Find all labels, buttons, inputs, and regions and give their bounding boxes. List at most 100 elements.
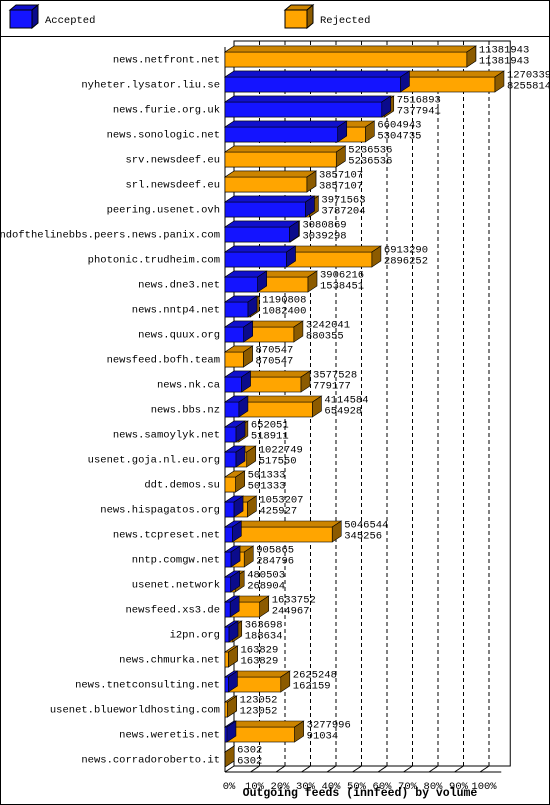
bar: [224, 676, 229, 693]
y-tick-label: newsfeed.xs3.de: [125, 604, 220, 616]
value-label: 652051: [251, 419, 289, 431]
value-label: 6604943: [377, 119, 421, 131]
value-label: 268904: [247, 580, 285, 592]
legend-swatch-side: [31, 3, 39, 30]
bar: [224, 76, 401, 93]
y-tick-label: news.tcpreset.net: [113, 529, 220, 541]
legend-swatch: [9, 9, 33, 29]
tick-mark: [479, 765, 490, 773]
bar-side: [294, 720, 304, 743]
value-label: 501333: [248, 480, 286, 492]
bar-side: [230, 570, 241, 593]
value-label: 7377941: [397, 105, 441, 117]
value-label: 6302: [237, 755, 262, 767]
bar-side: [371, 245, 382, 268]
bar-top: [224, 145, 347, 153]
bar: [224, 626, 230, 643]
y-tick-label: news.chmurka.net: [119, 654, 220, 666]
value-label: 3242041: [306, 319, 350, 331]
bar-top: [224, 45, 477, 53]
x-tick-label: 10%: [245, 781, 265, 793]
bar-side: [241, 370, 251, 393]
value-label: 880355: [306, 330, 344, 342]
bar-side: [259, 595, 270, 618]
bar: [224, 551, 232, 568]
bar-side: [381, 95, 392, 118]
bar-side: [235, 420, 246, 443]
bar-side: [235, 445, 246, 468]
value-label: 11381943: [479, 55, 529, 67]
y-tick-label: news.quux.org: [138, 329, 220, 341]
value-label: 3577528: [313, 369, 357, 381]
bar-side: [228, 645, 238, 668]
bar-side: [228, 670, 238, 693]
value-label: 2625248: [293, 669, 337, 681]
value-label: 91034: [307, 730, 339, 742]
bar-side: [289, 220, 299, 243]
bar-side: [312, 395, 322, 418]
value-label: 3857107: [319, 180, 363, 192]
x-tick-label: 40%: [322, 781, 342, 793]
value-label: 1053207: [259, 494, 303, 506]
value-label: 3906216: [320, 269, 364, 281]
y-tick-label: news.tnetconsulting.net: [75, 679, 220, 691]
bar-side: [227, 695, 237, 718]
value-label: 654928: [324, 405, 362, 417]
y-tick-label: photonic.trudheim.com: [88, 254, 220, 266]
value-label: 1022749: [259, 444, 303, 456]
bar-side: [233, 495, 244, 518]
x-tick-label: 80%: [424, 781, 444, 793]
bar: [224, 501, 235, 518]
bar-side: [243, 545, 254, 568]
bar-side: [238, 395, 249, 418]
value-label: 12703390: [507, 69, 550, 81]
y-tick-label: news.furie.org.uk: [113, 104, 220, 116]
bar-side: [229, 595, 240, 618]
value-label: 6913290: [384, 244, 428, 256]
x-tick-label: 50%: [347, 781, 367, 793]
value-label: 11381943: [479, 44, 529, 56]
bar-top: [224, 70, 411, 78]
y-tick-label: news.bbs.nz: [151, 404, 220, 416]
bar: [224, 226, 290, 243]
bar-side: [280, 670, 291, 693]
y-tick-label: news.weretis.net: [119, 729, 220, 741]
legend-swatch: [284, 9, 308, 29]
y-tick-label: usenet.network: [132, 579, 220, 591]
bar: [224, 351, 244, 368]
x-tick-label: 60%: [373, 781, 393, 793]
value-label: 123052: [240, 694, 278, 706]
value-label: 1633752: [272, 594, 316, 606]
bar: [224, 301, 249, 318]
y-tick-label: usenet.goja.nl.eu.org: [88, 454, 220, 466]
value-label: 4114584: [324, 394, 368, 406]
value-label: 517550: [259, 455, 297, 467]
value-label: 480503: [247, 569, 285, 581]
y-tick-label: news.nntp4.net: [132, 304, 220, 316]
value-label: 163829: [240, 655, 278, 667]
bar-top: [224, 195, 316, 203]
x-axis-title: Outgoing feeds (innfeed) by volume: [243, 787, 478, 800]
x-tick-label: 100%: [471, 781, 497, 793]
value-label: 1082400: [262, 305, 306, 317]
value-label: 3039298: [302, 230, 346, 242]
value-label: 3857107: [319, 169, 363, 181]
value-label: 8255814: [507, 80, 550, 92]
x-tick-label: 0%: [223, 781, 236, 793]
bar-side: [494, 70, 505, 93]
bar: [224, 576, 232, 593]
bar: [224, 51, 468, 68]
y-tick-label: endofthelinebbs.peers.news.panix.com: [0, 229, 220, 241]
y-tick-label: news.hispagatos.org: [100, 504, 220, 516]
value-label: 163829: [240, 644, 278, 656]
bar-side: [337, 120, 348, 143]
bar-side: [232, 520, 242, 543]
value-label: 870547: [255, 355, 293, 367]
value-label: 3277996: [307, 719, 351, 731]
bar-side: [228, 620, 239, 643]
bar-top: [224, 720, 305, 728]
x-tick-label: 70%: [398, 781, 418, 793]
bar: [224, 326, 245, 343]
y-tick-label: i2pn.org: [170, 629, 220, 641]
bar: [224, 401, 240, 418]
